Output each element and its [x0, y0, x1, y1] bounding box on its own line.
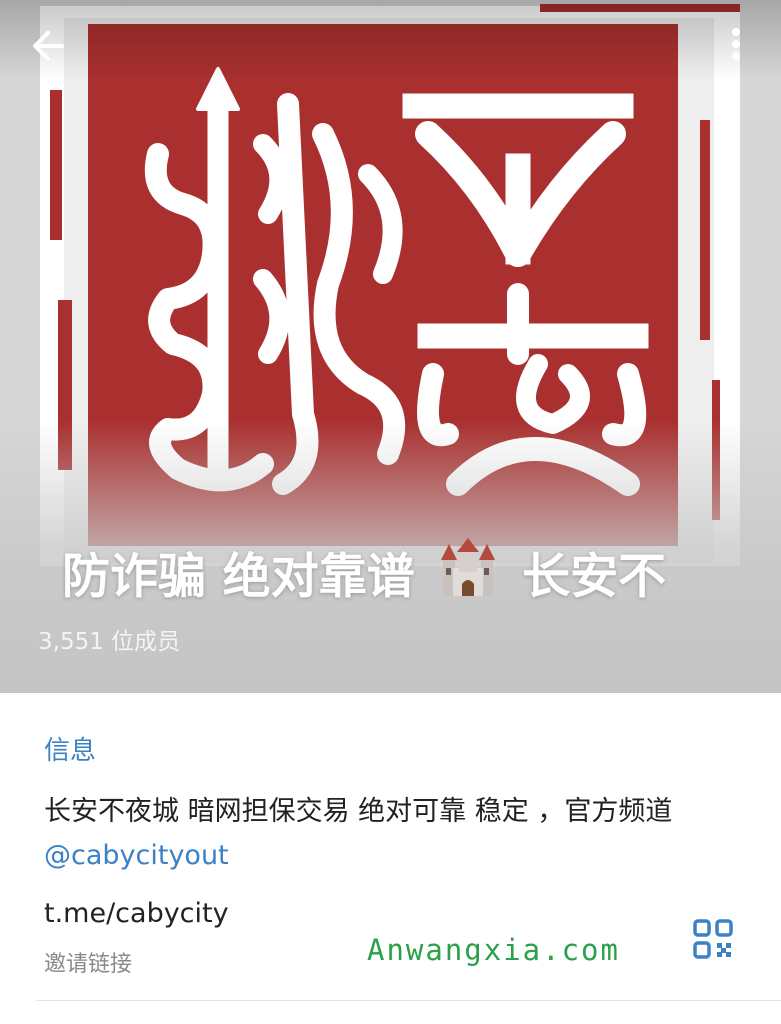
arrow-left-icon: [33, 31, 64, 61]
seal-edge: [540, 4, 740, 12]
title-text: 防诈骗 绝对靠谱: [62, 548, 415, 605]
member-count: 3,551 位成员: [38, 629, 181, 655]
seal-edge: [50, 90, 62, 240]
invite-link[interactable]: t.me/cabycity: [44, 898, 229, 929]
qr-code-icon: [693, 919, 733, 959]
channel-mention-link[interactable]: @cabycityout: [44, 840, 229, 871]
channel-description: 长安不夜城 暗网担保交易 绝对可靠 稳定 ，官方频道 @cabycityout: [44, 790, 734, 878]
back-button[interactable]: [24, 24, 80, 68]
seal-edge: [700, 120, 710, 340]
more-options-button[interactable]: [716, 22, 756, 66]
divider: [36, 1000, 781, 1001]
info-section-title: 信息: [44, 736, 97, 766]
more-vertical-icon: [732, 28, 740, 60]
title-text-continued: 长安不: [522, 548, 667, 605]
invite-link-row[interactable]: t.me/cabycity 邀请链接: [0, 890, 781, 990]
channel-header: 防诈骗 绝对靠谱 长安不 3,551 位成员: [0, 0, 781, 693]
channel-title: 防诈骗 绝对靠谱 长安不: [62, 538, 781, 612]
castle-emoji-icon: [437, 538, 499, 612]
invite-link-label: 邀请链接: [44, 952, 133, 977]
description-text: 长安不夜城 暗网担保交易 绝对可靠 稳定 ，官方频道: [44, 796, 673, 827]
top-shade: [0, 0, 781, 80]
header-gradient: [0, 420, 781, 693]
qr-code-button[interactable]: [690, 916, 736, 962]
watermark-text: Anwangxia.com: [367, 933, 620, 967]
